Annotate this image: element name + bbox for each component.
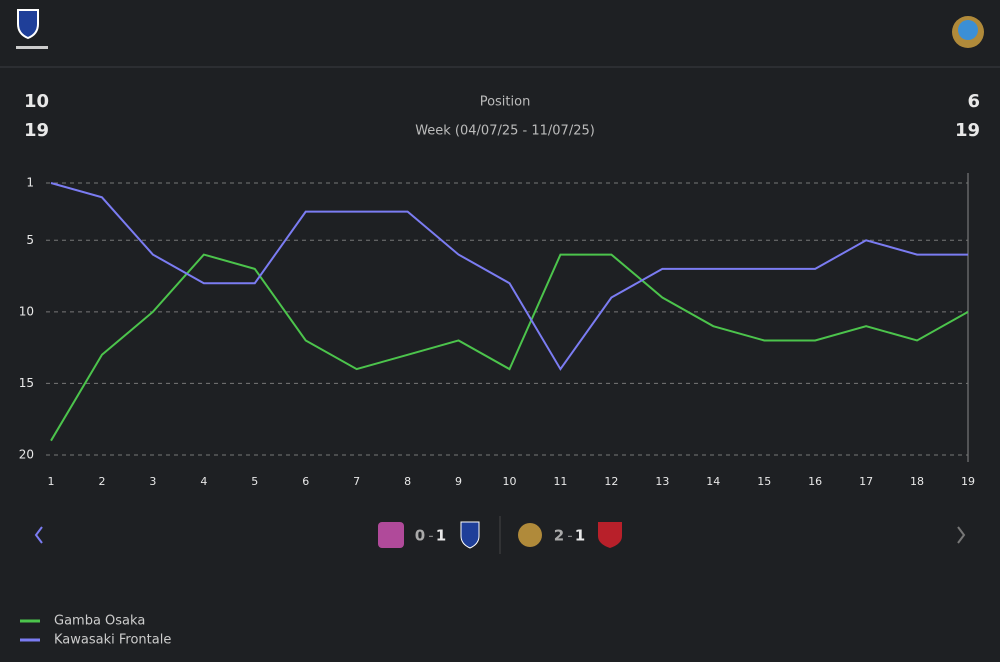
away-score: 1 xyxy=(575,527,585,545)
home-score: 2 xyxy=(554,527,564,545)
match-logos xyxy=(378,516,622,554)
score-separator: - xyxy=(428,527,433,545)
x-tick-label: 4 xyxy=(200,475,207,488)
x-tick-label: 3 xyxy=(149,475,156,488)
x-tick-label: 14 xyxy=(706,475,720,488)
away-logo xyxy=(952,16,984,48)
x-tick-label: 1 xyxy=(48,475,55,488)
x-tick-label: 9 xyxy=(455,475,462,488)
away-week: 19 xyxy=(955,120,980,141)
x-tick-label: 2 xyxy=(98,475,105,488)
y-tick-label: 1 xyxy=(26,176,34,190)
score-separator: - xyxy=(567,527,572,545)
y-tick-label: 5 xyxy=(26,233,34,247)
x-tick-label: 15 xyxy=(757,475,771,488)
away-score: 1 xyxy=(436,527,446,545)
home-score: 0 xyxy=(415,527,425,545)
home-logo xyxy=(16,9,48,49)
x-tick-label: 11 xyxy=(553,475,567,488)
y-tick-label: 20 xyxy=(19,448,34,462)
legend-label: Kawasaki Frontale xyxy=(54,633,171,648)
title: Position xyxy=(480,95,531,110)
subtitle: Week (04/07/25 - 11/07/25) xyxy=(415,124,595,139)
x-tick-label: 6 xyxy=(302,475,309,488)
x-tick-label: 10 xyxy=(503,475,517,488)
x-tick-label: 18 xyxy=(910,475,924,488)
x-tick-label: 7 xyxy=(353,475,360,488)
legend-label: Gamba Osaka xyxy=(54,614,145,629)
prev-button[interactable] xyxy=(34,526,43,544)
y-tick-label: 15 xyxy=(19,376,34,390)
x-tick-label: 17 xyxy=(859,475,873,488)
home-week: 19 xyxy=(24,120,49,141)
x-tick-label: 5 xyxy=(251,475,258,488)
away-position: 6 xyxy=(967,91,980,112)
home-position: 10 xyxy=(24,91,49,112)
y-tick-label: 10 xyxy=(19,304,34,318)
series-line xyxy=(50,182,968,371)
x-tick-label: 16 xyxy=(808,475,822,488)
x-tick-label: 19 xyxy=(961,475,975,488)
x-tick-label: 12 xyxy=(604,475,618,488)
x-tick-label: 8 xyxy=(404,475,411,488)
x-tick-label: 13 xyxy=(655,475,669,488)
next-button[interactable] xyxy=(957,526,966,544)
series-line xyxy=(50,253,969,442)
